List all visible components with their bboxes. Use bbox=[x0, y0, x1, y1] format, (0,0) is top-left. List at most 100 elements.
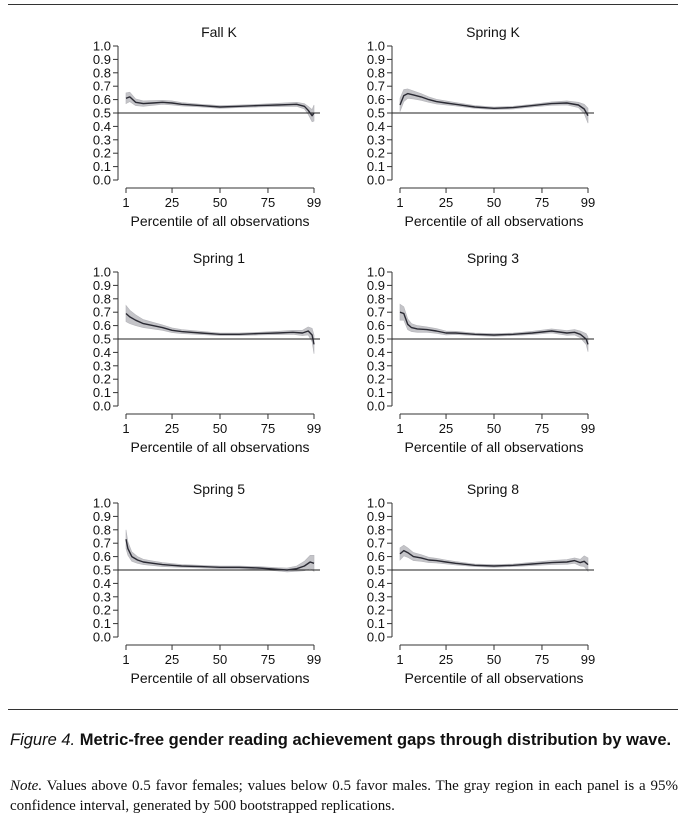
confidence-band bbox=[399, 303, 589, 352]
x-tick-label: 75 bbox=[535, 195, 549, 210]
y-tick-label: 0.4 bbox=[93, 119, 111, 134]
x-tick-label: 50 bbox=[213, 421, 227, 436]
y-tick-label: 0.0 bbox=[367, 630, 385, 645]
x-tick-label: 99 bbox=[307, 652, 321, 667]
y-tick-label: 0.2 bbox=[93, 603, 111, 618]
y-tick-label: 0.0 bbox=[93, 173, 111, 188]
estimate-line bbox=[125, 539, 315, 571]
y-tick-label: 0.6 bbox=[367, 92, 385, 107]
y-tick-label: 0.1 bbox=[367, 159, 385, 174]
panel-title: Spring K bbox=[466, 24, 520, 40]
y-tick-label: 1.0 bbox=[367, 496, 385, 511]
y-tick-label: 0.0 bbox=[367, 173, 385, 188]
x-tick-label: 50 bbox=[213, 652, 227, 667]
y-tick-label: 0.7 bbox=[367, 536, 385, 551]
caption-label: Figure 4. bbox=[10, 731, 76, 749]
figure-caption: Figure 4. Metric-free gender reading ach… bbox=[10, 730, 678, 751]
x-tick-label: 99 bbox=[581, 421, 595, 436]
chart-panel: Spring 3 1.00.90.80.70.60.50.40.30.20.10.… bbox=[367, 250, 595, 455]
y-tick-label: 1.0 bbox=[93, 265, 111, 280]
x-tick-label: 1 bbox=[396, 652, 403, 667]
x-tick-label: 1 bbox=[396, 195, 403, 210]
y-tick-label: 0.0 bbox=[93, 630, 111, 645]
x-axis-label: Percentile of all observations bbox=[131, 213, 310, 229]
figure-panels: Fall K1.00.90.80.70.60.50.40.30.20.10.01… bbox=[93, 24, 595, 686]
y-tick-label: 0.5 bbox=[367, 332, 385, 347]
y-tick-label: 0.3 bbox=[93, 589, 111, 604]
x-tick-label: 1 bbox=[396, 421, 403, 436]
estimate-line bbox=[399, 549, 589, 567]
y-tick-label: 0.8 bbox=[367, 65, 385, 80]
confidence-band bbox=[125, 304, 315, 354]
y-tick-label: 0.6 bbox=[93, 549, 111, 564]
y-tick-label: 0.4 bbox=[367, 119, 385, 134]
y-tick-label: 0.5 bbox=[93, 563, 111, 578]
y-tick-label: 1.0 bbox=[367, 39, 385, 54]
x-tick-label: 75 bbox=[535, 421, 549, 436]
panel-title: Fall K bbox=[201, 24, 237, 40]
x-tick-label: 1 bbox=[122, 652, 129, 667]
y-tick-label: 0.2 bbox=[93, 146, 111, 161]
x-tick-label: 99 bbox=[581, 652, 595, 667]
chart-panel: Spring K 1.00.90.80.70.60.50.40.30.20.10.… bbox=[367, 24, 595, 229]
y-tick-label: 0.3 bbox=[367, 358, 385, 373]
y-tick-label: 0.5 bbox=[367, 106, 385, 121]
chart-panel: Spring 1 1.00.90.80.70.60.50.40.30.20.10.… bbox=[93, 250, 321, 455]
y-tick-label: 1.0 bbox=[93, 39, 111, 54]
top-rule bbox=[8, 4, 678, 5]
chart-panel: Spring 8 1.00.90.80.70.60.50.40.30.20.10.… bbox=[367, 481, 595, 686]
y-tick-label: 0.3 bbox=[367, 589, 385, 604]
x-tick-label: 50 bbox=[487, 652, 501, 667]
y-tick-label: 0.2 bbox=[367, 146, 385, 161]
x-tick-label: 75 bbox=[261, 195, 275, 210]
y-tick-label: 0.7 bbox=[367, 305, 385, 320]
confidence-band bbox=[399, 544, 589, 573]
y-tick-label: 0.6 bbox=[93, 92, 111, 107]
y-tick-label: 0.4 bbox=[367, 345, 385, 360]
x-tick-label: 50 bbox=[487, 421, 501, 436]
y-tick-label: 0.9 bbox=[93, 52, 111, 67]
y-tick-label: 0.0 bbox=[93, 399, 111, 414]
y-tick-label: 0.7 bbox=[93, 536, 111, 551]
panel-title: Spring 8 bbox=[467, 481, 519, 497]
y-tick-label: 1.0 bbox=[93, 496, 111, 511]
panel-title: Spring 1 bbox=[193, 250, 245, 266]
x-axis-label: Percentile of all observations bbox=[131, 670, 310, 686]
x-tick-label: 75 bbox=[261, 421, 275, 436]
figure-note: Note. Values above 0.5 favor females; va… bbox=[10, 776, 678, 816]
note-label: Note. bbox=[10, 778, 43, 794]
y-tick-label: 0.7 bbox=[93, 79, 111, 94]
confidence-band bbox=[125, 529, 315, 573]
x-tick-label: 99 bbox=[307, 421, 321, 436]
x-axis-label: Percentile of all observations bbox=[405, 670, 584, 686]
y-tick-label: 0.3 bbox=[93, 132, 111, 147]
x-tick-label: 25 bbox=[439, 421, 453, 436]
y-tick-label: 0.5 bbox=[93, 106, 111, 121]
x-tick-label: 25 bbox=[439, 195, 453, 210]
y-tick-label: 0.0 bbox=[367, 399, 385, 414]
x-tick-label: 75 bbox=[261, 652, 275, 667]
y-tick-label: 0.6 bbox=[93, 318, 111, 333]
x-tick-label: 25 bbox=[165, 195, 179, 210]
y-tick-label: 0.8 bbox=[93, 522, 111, 537]
x-tick-label: 50 bbox=[487, 195, 501, 210]
y-tick-label: 0.8 bbox=[93, 291, 111, 306]
x-tick-label: 75 bbox=[535, 652, 549, 667]
y-tick-label: 0.9 bbox=[93, 278, 111, 293]
y-tick-label: 0.5 bbox=[367, 563, 385, 578]
estimate-line bbox=[399, 92, 589, 117]
y-tick-label: 0.6 bbox=[367, 549, 385, 564]
chart-panel: Fall K 1.00.90.80.70.60.50.40.30.20.10.0 1… bbox=[93, 24, 321, 229]
chart-panel: Spring 5 1.00.90.80.70.60.50.40.30.20.10.… bbox=[93, 481, 321, 686]
y-tick-label: 0.7 bbox=[367, 79, 385, 94]
x-axis-label: Percentile of all observations bbox=[405, 439, 584, 455]
estimate-line bbox=[125, 96, 315, 117]
x-tick-label: 99 bbox=[307, 195, 321, 210]
y-tick-label: 0.2 bbox=[93, 372, 111, 387]
y-tick-label: 0.1 bbox=[93, 616, 111, 631]
y-tick-label: 0.6 bbox=[367, 318, 385, 333]
caption-title: Metric-free gender reading achievement g… bbox=[79, 731, 672, 749]
x-tick-label: 1 bbox=[122, 421, 129, 436]
x-tick-label: 25 bbox=[165, 421, 179, 436]
y-tick-label: 0.9 bbox=[367, 509, 385, 524]
